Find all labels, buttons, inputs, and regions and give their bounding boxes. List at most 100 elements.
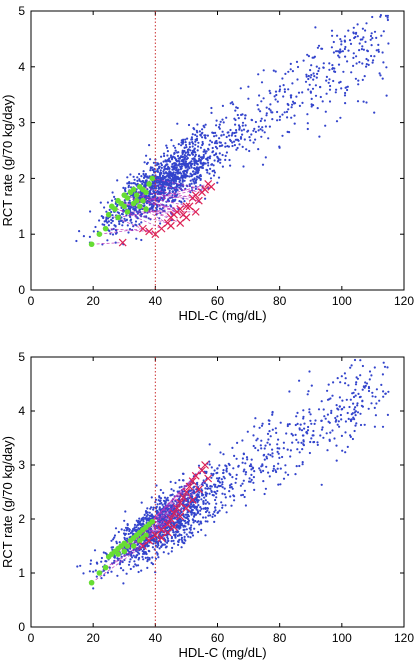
population-point bbox=[306, 53, 309, 56]
population-point bbox=[235, 131, 238, 134]
red-cross bbox=[151, 230, 160, 239]
population-point bbox=[214, 506, 217, 509]
population-point bbox=[217, 157, 220, 160]
population-point bbox=[177, 164, 180, 167]
population-point bbox=[135, 526, 138, 529]
population-point bbox=[248, 477, 251, 480]
population-point bbox=[186, 137, 189, 140]
population-point bbox=[263, 131, 266, 134]
population-point bbox=[386, 413, 389, 416]
population-point bbox=[128, 181, 131, 184]
population-point bbox=[268, 430, 271, 433]
population-point bbox=[175, 194, 178, 197]
population-point bbox=[287, 108, 290, 111]
population-point bbox=[242, 165, 245, 168]
population-point bbox=[114, 527, 118, 530]
population-point bbox=[154, 501, 157, 504]
population-point bbox=[176, 171, 179, 174]
population-point bbox=[173, 151, 176, 154]
population-point bbox=[169, 204, 172, 207]
population-point bbox=[204, 487, 207, 490]
red-cross-stroke bbox=[138, 224, 147, 233]
population-point bbox=[215, 502, 218, 505]
population-point bbox=[221, 118, 224, 121]
population-point bbox=[124, 526, 128, 529]
population-point bbox=[154, 170, 157, 173]
population-point bbox=[166, 168, 169, 171]
population-point bbox=[142, 558, 145, 561]
red-cross bbox=[201, 185, 209, 194]
population-point bbox=[191, 157, 194, 160]
population-point bbox=[365, 22, 368, 25]
population-point bbox=[155, 505, 158, 508]
population-point bbox=[328, 62, 331, 65]
population-point bbox=[333, 67, 336, 70]
population-point bbox=[142, 180, 145, 183]
population-point bbox=[335, 444, 338, 447]
population-point bbox=[221, 481, 224, 484]
population-point bbox=[218, 141, 221, 144]
green-point bbox=[130, 186, 137, 193]
population-point bbox=[242, 470, 245, 473]
population-point bbox=[356, 404, 359, 407]
population-point bbox=[223, 487, 226, 490]
population-point bbox=[126, 528, 129, 531]
population-point bbox=[293, 102, 296, 105]
population-point bbox=[111, 233, 115, 236]
population-point bbox=[178, 497, 181, 500]
population-point bbox=[100, 556, 103, 560]
population-point bbox=[140, 175, 143, 178]
population-point bbox=[192, 491, 195, 494]
pair-line bbox=[99, 228, 143, 235]
population-point bbox=[249, 139, 252, 142]
population-point bbox=[259, 128, 262, 131]
population-point bbox=[182, 161, 185, 164]
population-point bbox=[234, 481, 237, 484]
population-point bbox=[182, 515, 185, 518]
population-point bbox=[194, 143, 197, 146]
population-point bbox=[104, 552, 107, 555]
population-point bbox=[359, 359, 362, 362]
population-point bbox=[372, 59, 375, 62]
population-point bbox=[343, 47, 346, 51]
population-point bbox=[79, 564, 82, 567]
population-point bbox=[198, 154, 201, 157]
population-point bbox=[327, 81, 330, 84]
population-point bbox=[316, 46, 319, 49]
pair-line bbox=[136, 194, 190, 207]
population-point bbox=[158, 173, 162, 176]
population-point bbox=[171, 190, 175, 193]
population-point bbox=[218, 145, 221, 148]
population-point bbox=[386, 366, 389, 369]
population-point bbox=[214, 483, 217, 486]
population-point bbox=[382, 395, 385, 398]
population-point bbox=[126, 549, 129, 552]
population-point bbox=[198, 491, 201, 494]
population-point bbox=[103, 574, 106, 577]
population-point bbox=[163, 176, 166, 179]
population-point bbox=[178, 186, 181, 189]
population-point bbox=[196, 481, 199, 484]
population-point bbox=[330, 409, 333, 412]
population-point bbox=[170, 139, 173, 142]
population-point bbox=[158, 207, 162, 210]
population-point bbox=[191, 534, 195, 537]
population-point bbox=[271, 455, 274, 458]
population-point bbox=[375, 402, 378, 405]
population-point bbox=[234, 134, 237, 138]
population-point bbox=[123, 188, 127, 191]
population-point bbox=[177, 157, 180, 160]
pair-line bbox=[139, 499, 193, 541]
population-point bbox=[190, 513, 193, 516]
population-point bbox=[166, 154, 169, 157]
population-point bbox=[92, 587, 95, 590]
population-point bbox=[152, 542, 155, 545]
population-point bbox=[105, 210, 108, 213]
population-point bbox=[184, 151, 187, 154]
population-point bbox=[224, 504, 227, 507]
population-point bbox=[281, 134, 284, 137]
population-point bbox=[126, 224, 129, 227]
population-point bbox=[167, 539, 170, 542]
population-point bbox=[282, 447, 285, 450]
population-point bbox=[344, 382, 347, 385]
